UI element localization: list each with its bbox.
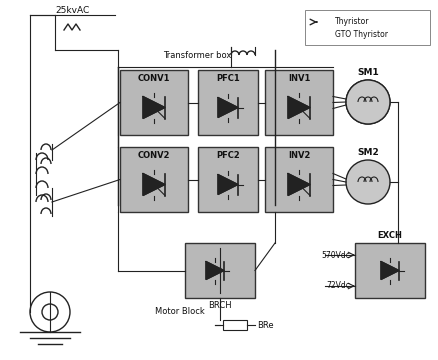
Bar (305, 10, 430, 45)
Text: INV1: INV1 (288, 73, 310, 82)
Text: 72Vdc: 72Vdc (326, 282, 350, 291)
Bar (198, 70, 258, 135)
Bar (120, 70, 188, 135)
Polygon shape (218, 98, 238, 117)
Text: EXCH: EXCH (378, 231, 403, 240)
Polygon shape (143, 174, 165, 195)
Circle shape (346, 80, 390, 124)
Text: PFC1: PFC1 (216, 73, 240, 82)
Text: Motor Block: Motor Block (155, 307, 205, 316)
Bar (265, 147, 333, 212)
Text: PFC2: PFC2 (216, 150, 240, 159)
Text: Thyristor: Thyristor (335, 17, 370, 26)
Text: GTO Thyristor: GTO Thyristor (335, 30, 388, 39)
Text: 570Vdc: 570Vdc (321, 251, 350, 260)
Polygon shape (312, 15, 318, 21)
Bar (223, 320, 247, 330)
Polygon shape (143, 96, 165, 118)
Text: SM1: SM1 (357, 68, 379, 77)
Bar (120, 147, 188, 212)
Text: CONV2: CONV2 (138, 150, 170, 159)
Bar (198, 147, 258, 212)
Text: BRCH: BRCH (208, 302, 232, 310)
Polygon shape (312, 31, 318, 37)
Polygon shape (381, 261, 399, 279)
Polygon shape (218, 175, 238, 194)
Bar (185, 243, 255, 298)
Polygon shape (206, 261, 224, 279)
Bar (355, 243, 425, 298)
Text: 25kvAC: 25kvAC (55, 5, 89, 14)
Text: INV2: INV2 (288, 150, 310, 159)
Bar (265, 70, 333, 135)
Polygon shape (288, 96, 310, 118)
Text: Transformer box: Transformer box (163, 50, 231, 59)
Polygon shape (288, 174, 310, 195)
Text: SM2: SM2 (357, 148, 379, 157)
Text: CONV1: CONV1 (138, 73, 170, 82)
Circle shape (346, 160, 390, 204)
Text: BRe: BRe (257, 320, 273, 329)
